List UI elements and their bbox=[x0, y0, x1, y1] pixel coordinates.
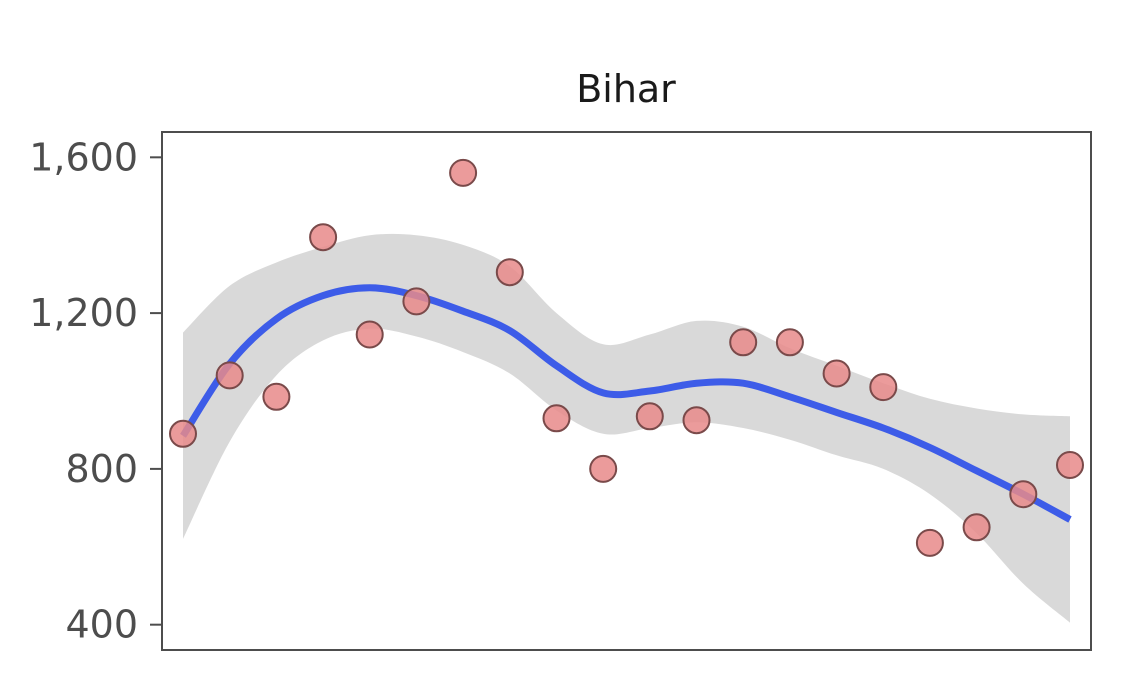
trend-line-layer bbox=[180, 284, 1072, 523]
data-point bbox=[589, 454, 618, 483]
data-point bbox=[449, 158, 478, 187]
data-point bbox=[215, 361, 244, 390]
confidence-band-layer bbox=[183, 233, 1070, 623]
data-point bbox=[355, 320, 384, 349]
data-point bbox=[1056, 451, 1084, 479]
data-point bbox=[869, 373, 898, 402]
trend-line bbox=[180, 284, 1072, 523]
confidence-band bbox=[183, 233, 1070, 623]
data-point bbox=[169, 419, 197, 448]
data-point bbox=[262, 382, 291, 411]
data-point bbox=[915, 528, 944, 557]
y-tick-label: 1,200 bbox=[29, 291, 138, 335]
data-point bbox=[402, 287, 431, 316]
data-point bbox=[309, 223, 338, 252]
data-point bbox=[495, 258, 524, 287]
panel-title: Bihar bbox=[576, 67, 676, 111]
data-point bbox=[729, 328, 758, 357]
y-tick-label: 800 bbox=[65, 447, 138, 491]
data-point bbox=[962, 513, 991, 542]
data-points-layer bbox=[169, 158, 1084, 557]
data-point bbox=[1009, 480, 1038, 509]
data-point bbox=[822, 359, 851, 388]
data-point bbox=[542, 404, 571, 433]
plot-frame bbox=[161, 131, 1092, 651]
y-axis: 400 800 1,200 1,600 bbox=[29, 135, 162, 647]
data-point bbox=[775, 328, 804, 357]
y-tick-label: 1,600 bbox=[29, 135, 138, 179]
data-point bbox=[635, 402, 664, 431]
y-tick-label: 400 bbox=[65, 603, 138, 647]
data-point bbox=[682, 406, 711, 435]
